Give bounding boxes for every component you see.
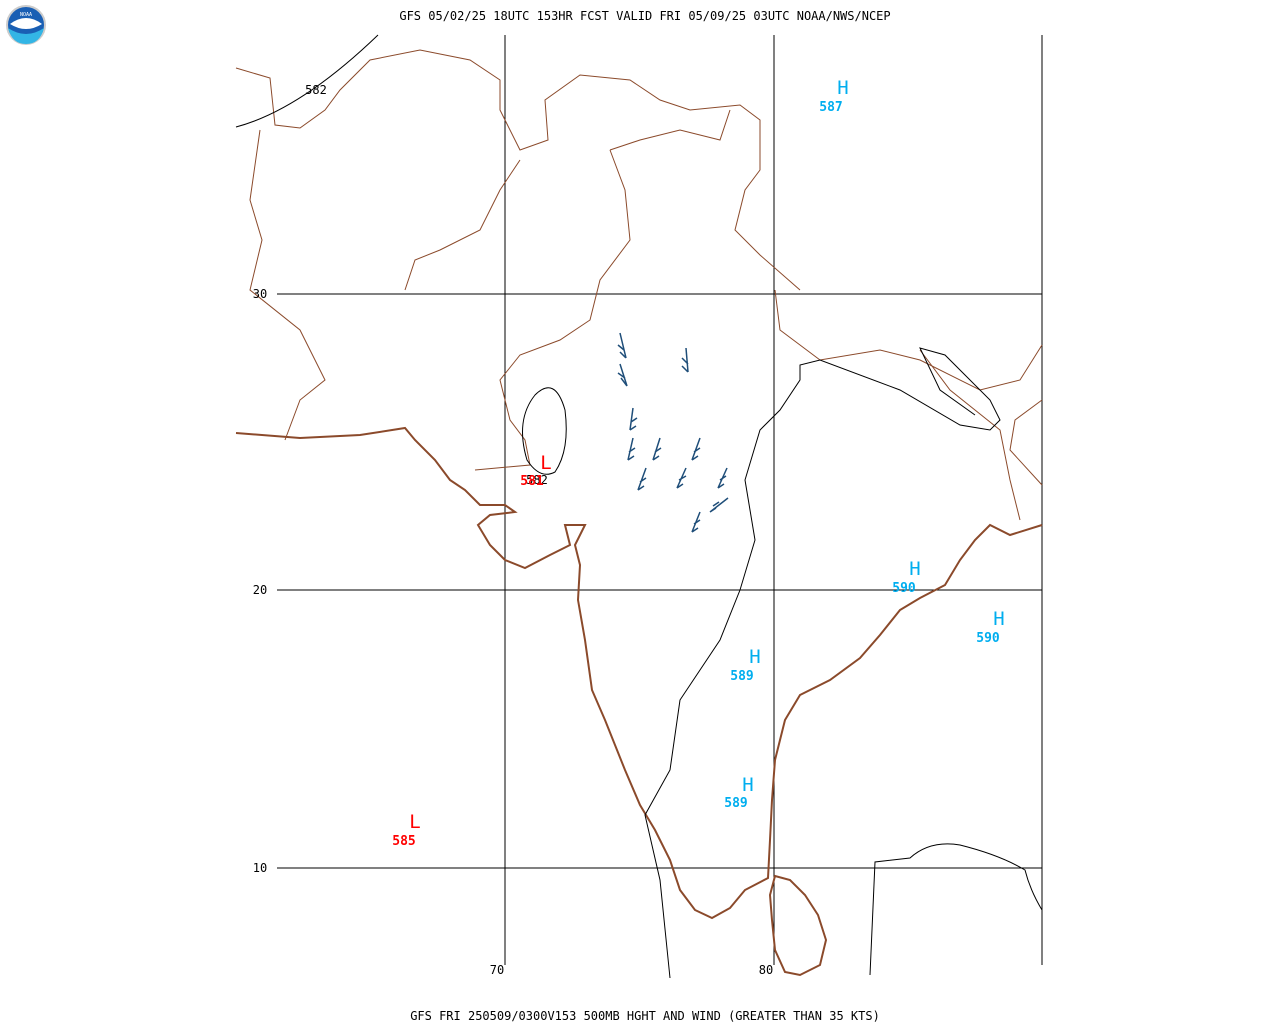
center-letter: H bbox=[909, 558, 920, 580]
center-value: 590 bbox=[976, 631, 1000, 646]
center-letter: H bbox=[749, 646, 760, 668]
contour-label: 582 bbox=[526, 473, 548, 487]
logo-text: NOAA bbox=[20, 12, 32, 18]
map-title: GFS 05/02/25 18UTC 153HR FCST VALID FRI … bbox=[399, 9, 890, 23]
lon-label: 80 bbox=[759, 963, 773, 977]
center-value: 581 bbox=[520, 474, 544, 489]
center-letter: H bbox=[742, 774, 753, 796]
center-value: 587 bbox=[819, 100, 842, 115]
center-letter: L bbox=[409, 811, 420, 833]
center-value: 589 bbox=[730, 669, 753, 684]
center-value: 585 bbox=[392, 834, 415, 849]
coastline bbox=[235, 426, 1043, 977]
contour-label: 582 bbox=[305, 83, 327, 97]
center-letter: L bbox=[540, 452, 551, 474]
grid bbox=[277, 35, 1043, 965]
height-contours bbox=[235, 34, 1043, 979]
lon-label: 70 bbox=[490, 963, 504, 977]
center-value: 590 bbox=[892, 581, 916, 596]
map-caption: GFS FRI 250509/0300V153 500MB HGHT AND W… bbox=[410, 1009, 880, 1023]
lat-label: 10 bbox=[253, 861, 267, 875]
borders bbox=[235, 49, 1043, 521]
lat-label: 30 bbox=[253, 287, 267, 301]
lat-label: 20 bbox=[253, 583, 267, 597]
noaa-logo: NOAA bbox=[6, 5, 46, 45]
wind-barbs bbox=[617, 332, 729, 533]
center-value: 589 bbox=[724, 796, 747, 811]
center-letter: H bbox=[993, 608, 1004, 630]
center-letter: H bbox=[837, 77, 848, 99]
